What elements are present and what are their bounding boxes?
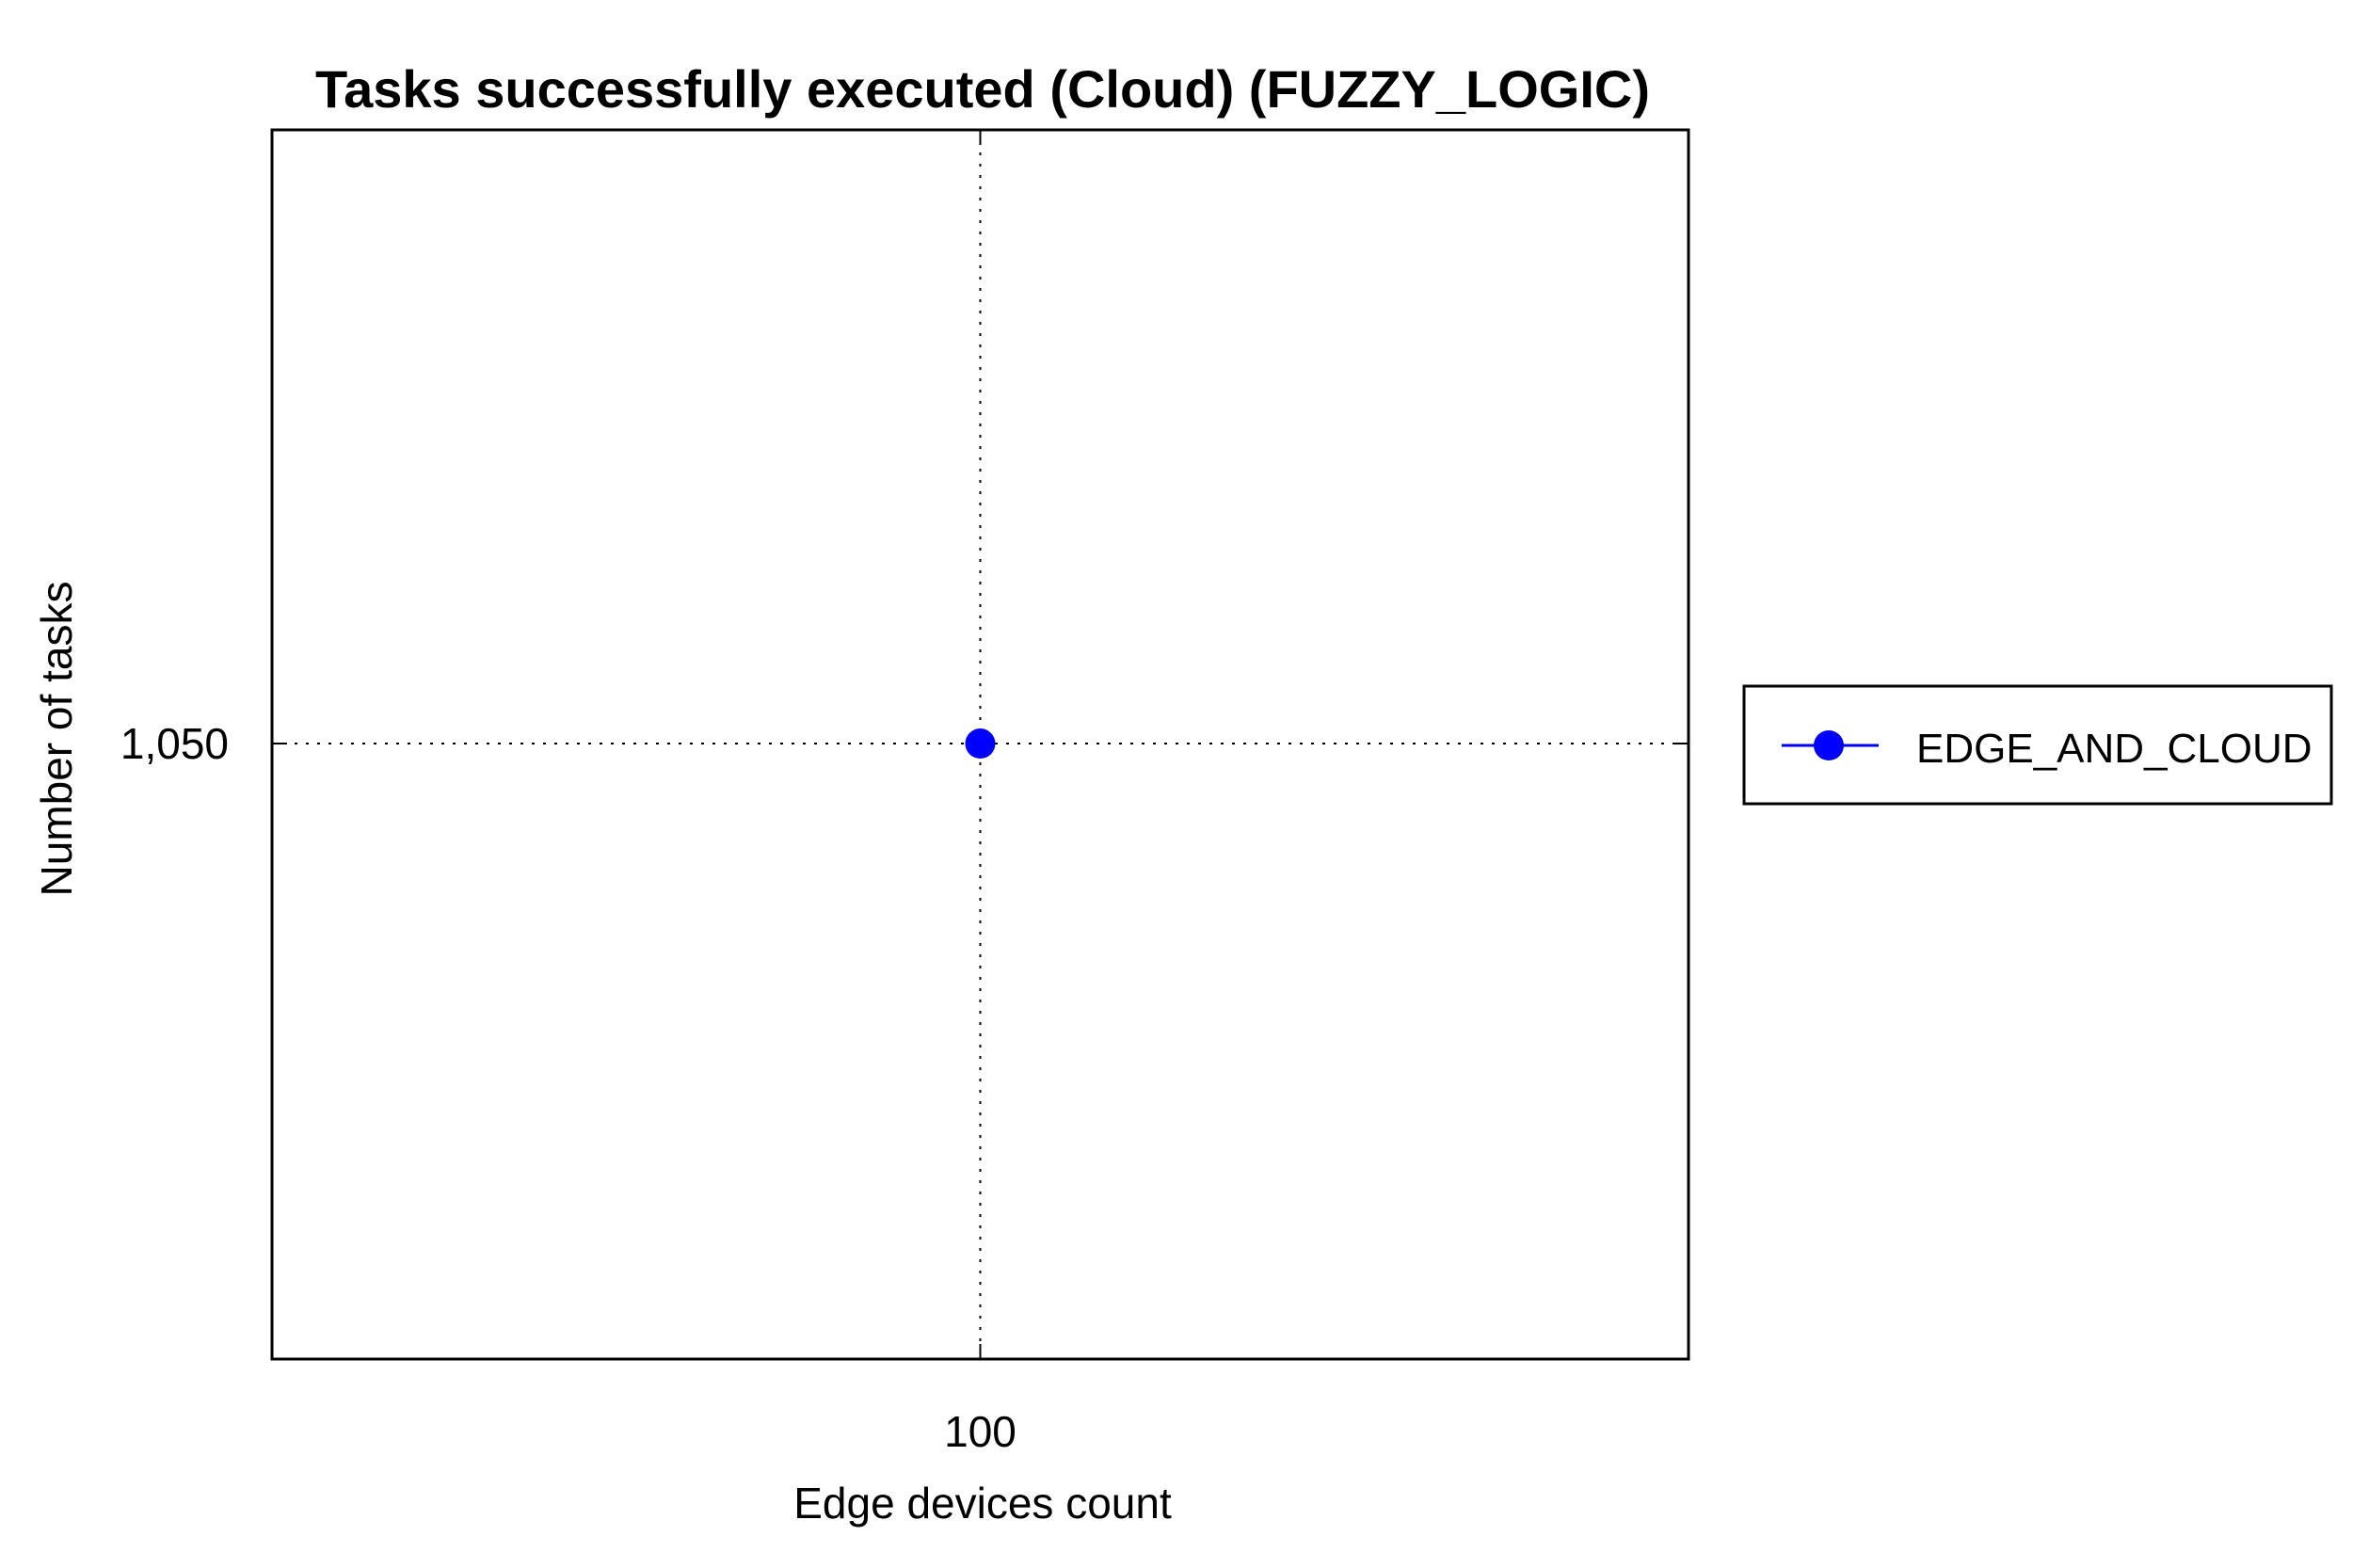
legend-marker-swatch (1814, 730, 1844, 760)
y-axis-ticks: 1,050 (120, 719, 1689, 768)
grid-lines (272, 130, 1689, 1359)
legend: EDGE_AND_CLOUD (1742, 684, 2333, 806)
series-group (965, 728, 996, 760)
data-point (965, 728, 996, 760)
y-tick-label: 1,050 (120, 719, 229, 768)
y-axis-label: Number of tasks (32, 582, 81, 897)
chart-title: Tasks successfully executed (Cloud) (FUZ… (315, 59, 1650, 119)
x-axis-ticks: 100 (944, 130, 1016, 1456)
legend-label-edge-and-cloud: EDGE_AND_CLOUD (1916, 726, 2313, 772)
x-axis-label: Edge devices count (793, 1479, 1172, 1528)
x-tick-label: 100 (944, 1407, 1016, 1456)
